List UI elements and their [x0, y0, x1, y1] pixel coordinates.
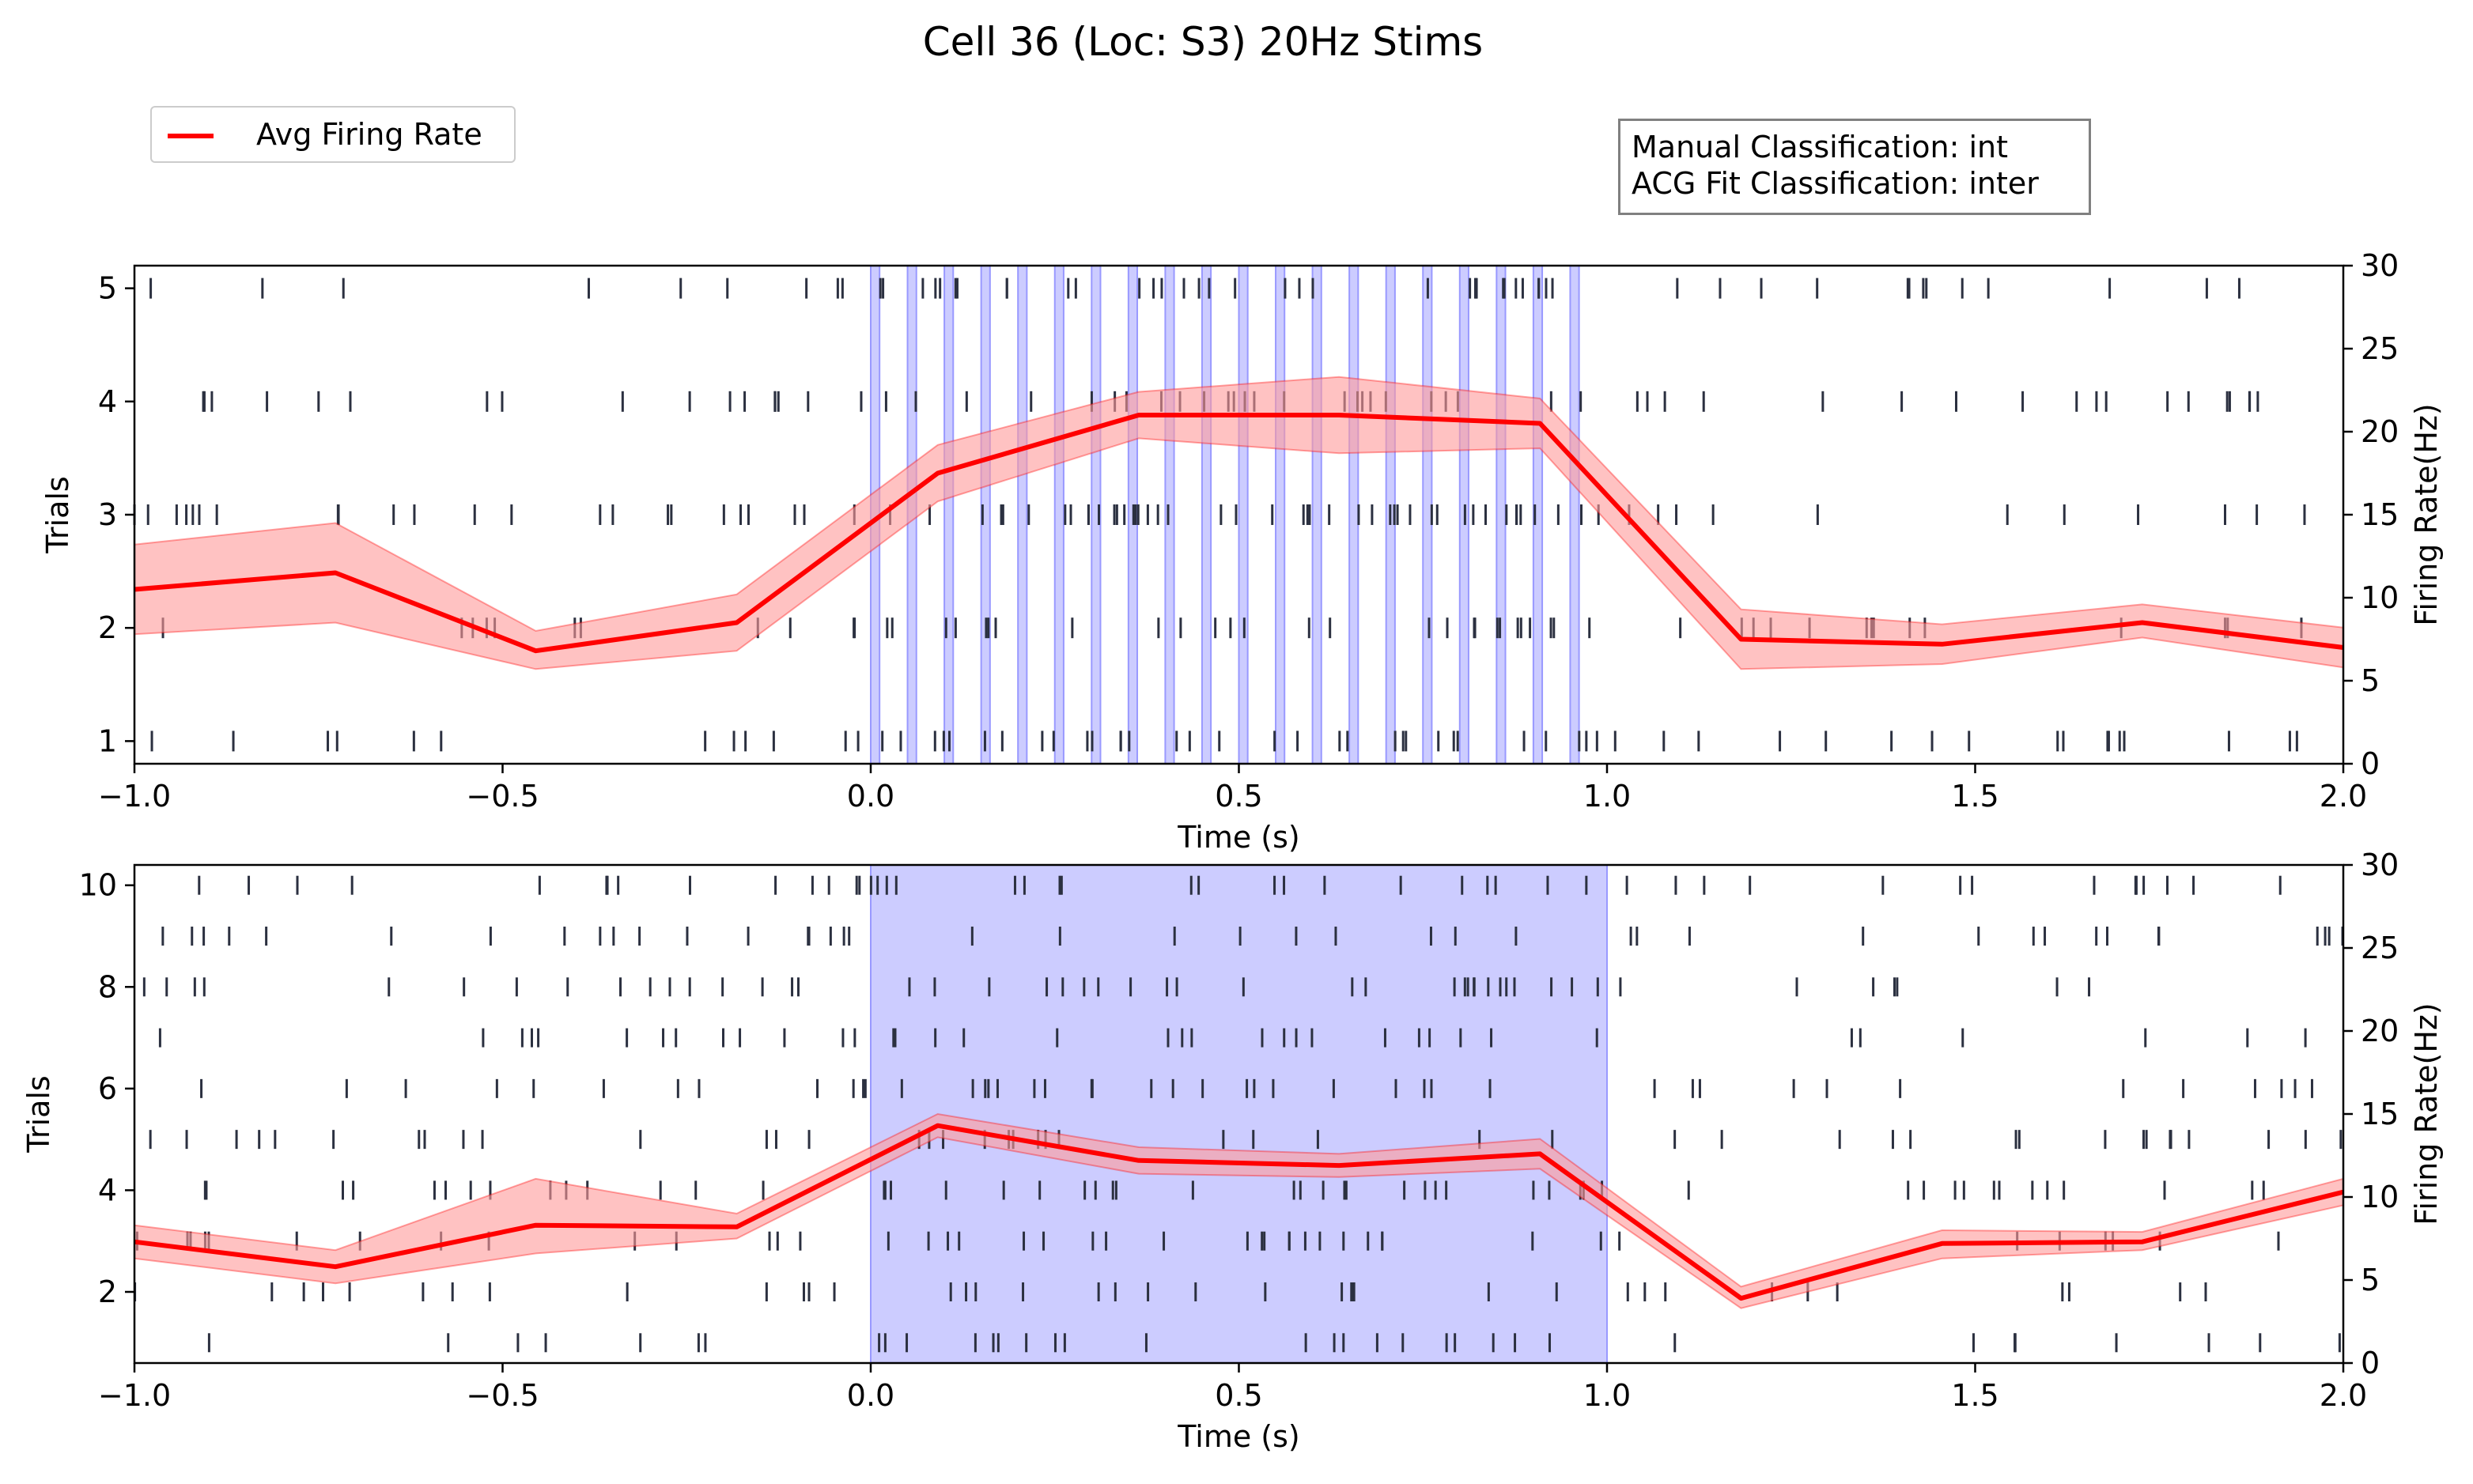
stim-pulse-5 [1053, 265, 1064, 765]
spike-raster [133, 278, 2306, 752]
y-tick-label: 4 [98, 384, 117, 419]
legend-label: Avg Firing Rate [256, 117, 482, 152]
y2-axis-label: Firing Rate(Hz) [2409, 403, 2444, 625]
x-tick-label: −0.5 [466, 1378, 539, 1413]
x-tick-label: 1.5 [1951, 1378, 1998, 1413]
y2-axis-label: Firing Rate(Hz) [2409, 1003, 2444, 1225]
y-tick-label: 6 [98, 1071, 117, 1106]
x-tick-label: 0.5 [1215, 779, 1262, 814]
y2-tick-label: 0 [2361, 1346, 2380, 1380]
x-tick-label: −0.5 [466, 779, 539, 814]
panel-top: −1.0 −0.5 0.0 0.5 1.0 1.5 2.0 1 2 3 4 5 0 5 10 15 20 25 30… [40, 248, 2444, 855]
y2-tick-label: 15 [2361, 497, 2399, 532]
x-tick-label: 2.0 [2320, 779, 2367, 814]
x-tick-label: 1.0 [1583, 779, 1631, 814]
x-tick-label: 0.5 [1215, 1378, 1262, 1413]
panel-bottom: −1.0 −0.5 0.0 0.5 1.0 1.5 2.0 2 4 6 8 10 0 5 10 15 20 25 3… [21, 848, 2444, 1454]
stim-pulse-13 [1348, 265, 1359, 765]
y2-tick-label: 25 [2361, 931, 2399, 965]
spike-raster [134, 875, 2344, 1353]
x-tick-label: 1.0 [1583, 1378, 1631, 1413]
acg-fit-classification: ACG Fit Classification: inter [1632, 166, 2039, 201]
y2-tick-label: 25 [2361, 331, 2399, 366]
x-tick-label: 0.0 [847, 779, 894, 814]
y2-tick-label: 10 [2361, 580, 2399, 615]
x-tick-label: 2.0 [2320, 1378, 2367, 1413]
stim-pulse-11 [1275, 265, 1286, 765]
x-tick-label: 0.0 [847, 1378, 894, 1413]
y-tick-label: 4 [98, 1172, 117, 1207]
y-tick-label: 1 [98, 723, 117, 758]
x-tick-label: −1.0 [98, 1378, 171, 1413]
stim-pulse-12 [1311, 265, 1322, 765]
rate-line [134, 1123, 2344, 1301]
y-axis-label: Trials [21, 1075, 56, 1153]
y-tick-label: 2 [98, 610, 117, 645]
stim-pulse-19 [1569, 265, 1580, 765]
y-tick-label: 10 [79, 868, 117, 903]
y2-tick-label: 20 [2361, 414, 2399, 449]
stim-pulse-17 [1496, 265, 1507, 765]
classification-box: Manual Classification: int ACG Fit Class… [1618, 119, 2091, 215]
y-tick-label: 5 [98, 271, 117, 306]
y-tick-label: 8 [98, 969, 117, 1004]
x-tick-label: 1.5 [1951, 779, 1998, 814]
stim-pulse-15 [1422, 265, 1433, 765]
stim-pulse-8 [1164, 265, 1175, 765]
stim-pulse-2 [943, 265, 955, 765]
stim-region [870, 864, 1608, 1364]
y2-tick-label: 30 [2361, 248, 2399, 283]
legend: Avg Firing Rate [150, 106, 516, 163]
y-tick-label: 2 [98, 1274, 117, 1309]
y2-tick-label: 30 [2361, 848, 2399, 882]
stim-pulse-4 [1017, 265, 1028, 765]
manual-classification: Manual Classification: int [1632, 130, 2009, 164]
x-axis-label: Time (s) [1177, 1419, 1300, 1454]
y2-tick-label: 10 [2361, 1180, 2399, 1214]
y2-tick-label: 5 [2361, 663, 2380, 698]
legend-line-swatch [168, 134, 214, 138]
y2-tick-label: 15 [2361, 1097, 2399, 1131]
y2-tick-label: 20 [2361, 1014, 2399, 1048]
x-axis-label: Time (s) [1177, 820, 1300, 855]
y-axis-label: Trials [40, 476, 75, 553]
x-tick-label: −1.0 [98, 779, 171, 814]
y-tick-label: 3 [98, 497, 117, 532]
stim-pulse-10 [1238, 265, 1249, 765]
stim-pulse-9 [1201, 265, 1212, 765]
figure-title: Cell 36 (Loc: S3) 20Hz Stims [923, 19, 1483, 65]
y2-tick-label: 5 [2361, 1263, 2380, 1297]
y2-tick-label: 0 [2361, 746, 2380, 781]
rate-line [134, 413, 2344, 654]
